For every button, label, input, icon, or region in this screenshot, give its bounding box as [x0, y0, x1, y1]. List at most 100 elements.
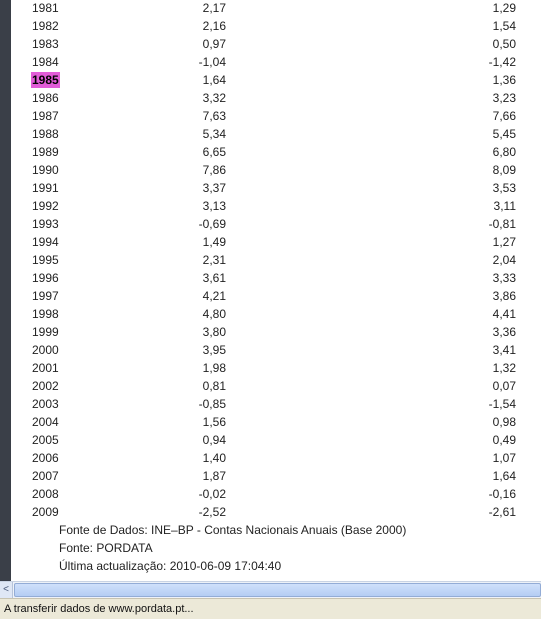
value-cell-1: 1,64 — [202, 73, 226, 87]
year-cell: 1987 — [32, 109, 59, 123]
value-cell-1: 0,97 — [202, 37, 226, 51]
value-cell-2: 1,54 — [492, 19, 516, 33]
value-cell-1: 0,81 — [202, 379, 226, 393]
status-text: A transferir dados de www.pordata.pt... — [4, 603, 194, 615]
year-cell: 1993 — [32, 217, 59, 231]
table-row: 1995 2,31 2,04 — [11, 251, 541, 269]
last-updated-note: Última actualização: 2010-06-09 17:04:40 — [59, 559, 282, 573]
value-cell-1: 3,61 — [202, 271, 226, 285]
scroll-thumb[interactable] — [14, 583, 541, 597]
value-cell-2: 3,33 — [492, 271, 516, 285]
year-cell: 1998 — [32, 307, 59, 321]
table-row: 2007 1,87 1,64 — [11, 467, 541, 485]
table-row: 1984 -1,04 -1,42 — [11, 53, 541, 71]
table-row: 1989 6,65 6,80 — [11, 143, 541, 161]
value-cell-2: -0,81 — [488, 217, 516, 231]
table-row: 1996 3,61 3,33 — [11, 269, 541, 287]
value-cell-2: 2,04 — [492, 253, 516, 267]
data-source-note: Fonte de Dados: INE–BP - Contas Nacionai… — [59, 523, 407, 537]
year-cell: 2001 — [32, 361, 59, 375]
value-cell-1: 0,94 — [202, 433, 226, 447]
table-row: 2002 0,81 0,07 — [11, 377, 541, 395]
value-cell-1: 7,63 — [202, 109, 226, 123]
year-cell: 2009 — [32, 505, 59, 519]
table-row: 1982 2,16 1,54 — [11, 17, 541, 35]
table-row: 2006 1,40 1,07 — [11, 449, 541, 467]
year-cell: 1989 — [32, 145, 59, 159]
table-row: 1987 7,63 7,66 — [11, 107, 541, 125]
table-row: 1990 7,86 8,09 — [11, 161, 541, 179]
value-cell-2: 1,32 — [492, 361, 516, 375]
value-cell-2: 3,36 — [492, 325, 516, 339]
table-row: 1994 1,49 1,27 — [11, 233, 541, 251]
table-row: 2001 1,98 1,32 — [11, 359, 541, 377]
year-cell: 1995 — [32, 253, 59, 267]
value-cell-2: 0,49 — [492, 433, 516, 447]
scroll-left-arrow-icon[interactable]: < — [0, 582, 13, 598]
value-cell-2: 3,41 — [492, 343, 516, 357]
table-row: 2005 0,94 0,49 — [11, 431, 541, 449]
year-cell: 1996 — [32, 271, 59, 285]
value-cell-1: 3,95 — [202, 343, 226, 357]
value-cell-2: -2,61 — [488, 505, 516, 519]
table-row: 1986 3,32 3,23 — [11, 89, 541, 107]
value-cell-1: 6,65 — [202, 145, 226, 159]
table-row: 1991 3,37 3,53 — [11, 179, 541, 197]
value-cell-2: 8,09 — [492, 163, 516, 177]
value-cell-1: 5,34 — [202, 127, 226, 141]
page-left-edge — [0, 0, 11, 581]
value-cell-1: 3,80 — [202, 325, 226, 339]
value-cell-1: 1,49 — [202, 235, 226, 249]
value-cell-2: 1,29 — [492, 1, 516, 15]
value-cell-2: 7,66 — [492, 109, 516, 123]
value-cell-2: -1,42 — [488, 55, 516, 69]
value-cell-2: 0,98 — [492, 415, 516, 429]
value-cell-1: 4,80 — [202, 307, 226, 321]
status-bar: A transferir dados de www.pordata.pt... — [0, 598, 541, 619]
value-cell-2: -0,16 — [488, 487, 516, 501]
year-cell: 2004 — [32, 415, 59, 429]
value-cell-1: 3,37 — [202, 181, 226, 195]
value-cell-2: 1,36 — [492, 73, 516, 87]
year-cell: 1988 — [32, 127, 59, 141]
table-row: 2000 3,95 3,41 — [11, 341, 541, 359]
value-cell-1: -0,69 — [198, 217, 226, 231]
value-cell-1: 1,40 — [202, 451, 226, 465]
year-cell: 1981 — [32, 1, 59, 15]
year-cell: 2006 — [32, 451, 59, 465]
value-cell-1: 3,32 — [202, 91, 226, 105]
year-cell: 1982 — [32, 19, 59, 33]
year-cell: 1986 — [32, 91, 59, 105]
year-cell: 1997 — [32, 289, 59, 303]
year-cell: 1991 — [32, 181, 59, 195]
value-cell-1: 1,56 — [202, 415, 226, 429]
value-cell-2: 3,23 — [492, 91, 516, 105]
table-row: 2003 -0,85 -1,54 — [11, 395, 541, 413]
table-row: 1988 5,34 5,45 — [11, 125, 541, 143]
table-row: 1993 -0,69 -0,81 — [11, 215, 541, 233]
table-row: 1985 1,64 1,36 — [11, 71, 541, 89]
table-row: 2008 -0,02 -0,16 — [11, 485, 541, 503]
table-row: 1992 3,13 3,11 — [11, 197, 541, 215]
source-note: Fonte: PORDATA — [59, 541, 153, 555]
value-cell-1: -0,02 — [198, 487, 226, 501]
year-cell: 2002 — [32, 379, 59, 393]
year-cell-highlighted: 1985 — [31, 72, 60, 88]
value-cell-1: 4,21 — [202, 289, 226, 303]
table-row: 1998 4,80 4,41 — [11, 305, 541, 323]
value-cell-2: 4,41 — [492, 307, 516, 321]
table-row: 2004 1,56 0,98 — [11, 413, 541, 431]
year-cell: 1994 — [32, 235, 59, 249]
value-cell-1: 3,13 — [202, 199, 226, 213]
value-cell-1: 2,16 — [202, 19, 226, 33]
data-table: 1981 2,17 1,29 1982 2,16 1,54 1983 0,97 0,50 1984… — [11, 0, 541, 581]
year-cell: 2008 — [32, 487, 59, 501]
value-cell-1: 1,87 — [202, 469, 226, 483]
value-cell-1: 2,17 — [202, 1, 226, 15]
year-cell: 2000 — [32, 343, 59, 357]
value-cell-2: 6,80 — [492, 145, 516, 159]
year-cell: 2007 — [32, 469, 59, 483]
table-row: 1997 4,21 3,86 — [11, 287, 541, 305]
horizontal-scrollbar[interactable]: < — [0, 581, 541, 598]
table-row: 2009 -2,52 -2,61 — [11, 503, 541, 521]
